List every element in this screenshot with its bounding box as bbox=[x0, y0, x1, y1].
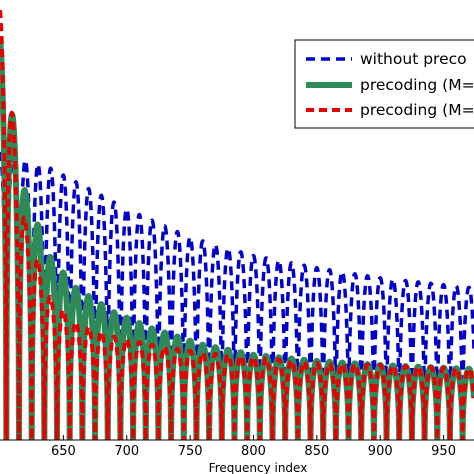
x-tick-layer: 650 700 750 800 850 900 950 bbox=[51, 435, 456, 459]
legend-label-precoding-green: precoding (M= bbox=[360, 76, 474, 94]
legend-label-without-precoding: without preco bbox=[360, 50, 467, 68]
x-tick-label: 650 bbox=[51, 444, 76, 459]
series-line-0 bbox=[0, 150, 474, 440]
x-tick-label: 750 bbox=[178, 444, 203, 459]
x-tick-label: 950 bbox=[431, 444, 456, 459]
x-tick-label: 850 bbox=[304, 444, 329, 459]
x-tick-label: 900 bbox=[368, 444, 393, 459]
x-axis-label: Frequency index bbox=[209, 461, 308, 474]
legend-label-precoding-red: precoding (M= bbox=[360, 101, 474, 119]
series-layer bbox=[0, 9, 474, 440]
series-line-2 bbox=[0, 9, 474, 440]
x-tick-label: 800 bbox=[241, 444, 266, 459]
x-tick-label: 700 bbox=[114, 444, 139, 459]
legend: without preco precoding (M= precoding (M… bbox=[294, 39, 474, 129]
